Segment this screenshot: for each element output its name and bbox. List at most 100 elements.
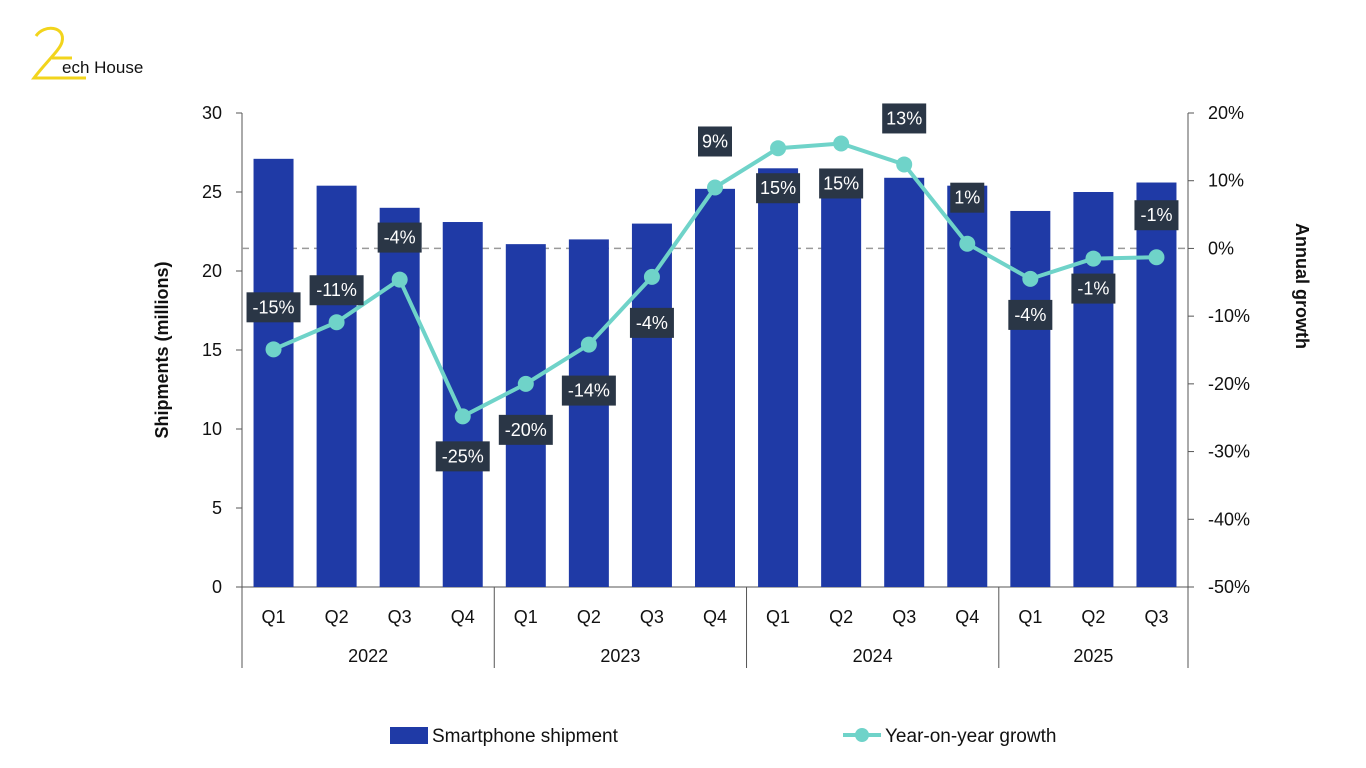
x-tick-label: Q3 [388, 607, 412, 627]
bar [758, 168, 799, 588]
growth-point [643, 268, 660, 285]
x-group-label: 2022 [348, 646, 388, 666]
y2-tick-label: -50% [1208, 577, 1250, 597]
techhouse-logo: ech House [30, 24, 160, 88]
data-label: -4% [384, 228, 416, 248]
bar [442, 222, 483, 587]
bar-series [253, 158, 1177, 588]
y-tick-label: 5 [212, 498, 222, 518]
y-tick-label: 15 [202, 340, 222, 360]
legend: Smartphone shipment Year-on-year growth [390, 726, 1056, 747]
growth-point [517, 375, 534, 392]
x-tick-label: Q1 [262, 607, 286, 627]
data-label: 13% [886, 108, 922, 128]
x-tick-label: Q4 [451, 607, 475, 627]
data-label-box [1008, 299, 1053, 330]
bar [253, 158, 294, 587]
growth-point [707, 179, 723, 196]
data-label-box [882, 103, 927, 134]
y-tick-label: 25 [202, 182, 222, 202]
data-label-box [950, 182, 985, 213]
bar [568, 239, 609, 587]
y-tick-label: 0 [212, 577, 222, 597]
x-group-label: 2025 [1073, 646, 1113, 666]
bar [1010, 210, 1051, 587]
bar [1136, 182, 1177, 587]
bar [316, 185, 357, 587]
data-label: 15% [823, 173, 859, 193]
y2-tick-label: -40% [1208, 509, 1250, 529]
data-label-box [309, 275, 364, 306]
y2-tick-label: -20% [1208, 374, 1250, 394]
data-label: -4% [1014, 305, 1046, 325]
bar [884, 177, 925, 587]
growth-point [1085, 250, 1102, 267]
x-tick-label: Q1 [1018, 607, 1042, 627]
data-label-box [1134, 200, 1179, 231]
y2-tick-label: -10% [1208, 306, 1250, 326]
x-tick-label: Q4 [955, 607, 979, 627]
growth-point [896, 156, 913, 173]
data-label: 1% [954, 188, 980, 208]
x-tick-label: Q2 [1081, 607, 1105, 627]
x-tick-label: Q1 [514, 607, 538, 627]
bar [821, 173, 862, 588]
x-tick-label: Q2 [325, 607, 349, 627]
y2-axis-title: Annual growth [1292, 223, 1312, 349]
growth-point [1022, 270, 1039, 287]
line-series [265, 135, 1165, 425]
legend-swatch-marker [855, 728, 869, 742]
growth-point [833, 135, 850, 152]
data-label-box [819, 168, 864, 199]
x-tick-label: Q1 [766, 607, 790, 627]
svg-text:ech House: ech House [62, 58, 143, 77]
x-tick-label: Q2 [577, 607, 601, 627]
data-label-box [629, 307, 674, 338]
data-label: -4% [636, 313, 668, 333]
data-label: -1% [1077, 279, 1109, 299]
growth-point [770, 140, 787, 157]
data-label: 9% [702, 131, 728, 151]
y2-tick-label: -30% [1208, 442, 1250, 462]
x-tick-label: Q4 [703, 607, 727, 627]
growth-point [1148, 249, 1165, 266]
data-label-box [1071, 273, 1116, 304]
bar [379, 207, 420, 588]
bar [695, 188, 735, 587]
legend-swatch-bars [390, 727, 428, 744]
y2-tick-label: 0% [1208, 238, 1234, 258]
data-label: -25% [442, 446, 484, 466]
data-label-box [435, 441, 490, 472]
x-group-label: 2024 [853, 646, 893, 666]
growth-point [454, 408, 471, 425]
x-tick-label: Q3 [892, 607, 916, 627]
x-tick-label: Q2 [829, 607, 853, 627]
data-label-box [498, 414, 553, 445]
data-label: 15% [760, 178, 796, 198]
data-label: -14% [568, 381, 610, 401]
data-label-box [377, 222, 422, 253]
y2-tick-label: 20% [1208, 103, 1244, 123]
data-label: -15% [253, 297, 295, 317]
legend-label-line: Year-on-year growth [885, 726, 1056, 747]
data-label-box [756, 173, 801, 204]
growth-point [959, 235, 976, 252]
data-label: -20% [505, 420, 547, 440]
growth-point [328, 314, 345, 331]
y-tick-label: 10 [202, 419, 222, 439]
legend-label-bars: Smartphone shipment [432, 726, 619, 747]
growth-point [391, 271, 408, 288]
data-label: -1% [1140, 205, 1172, 225]
x-tick-label: Q3 [640, 607, 664, 627]
y2-tick-label: 10% [1208, 171, 1244, 191]
growth-point [580, 336, 597, 353]
data-label-box [561, 375, 616, 406]
y-tick-label: 20 [202, 261, 222, 281]
growth-point [265, 341, 282, 358]
y-tick-label: 30 [202, 103, 222, 123]
x-tick-label: Q3 [1144, 607, 1168, 627]
x-group-label: 2023 [600, 646, 640, 666]
y-axis-title: Shipments (millions) [152, 261, 172, 438]
data-label-box [698, 126, 732, 157]
